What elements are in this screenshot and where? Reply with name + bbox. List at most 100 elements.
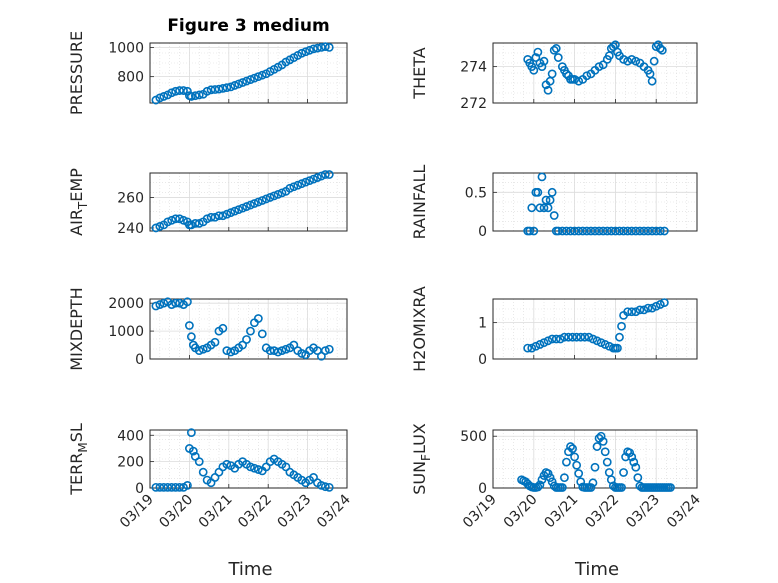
data-point xyxy=(557,483,567,492)
data-point xyxy=(551,334,561,344)
data-point xyxy=(210,212,220,222)
data-point xyxy=(547,69,557,79)
x-tick-label: 03/23 xyxy=(623,492,663,532)
data-point xyxy=(590,226,600,236)
data-point xyxy=(250,73,259,83)
data-point xyxy=(570,74,579,84)
data-point xyxy=(533,187,543,197)
data-point xyxy=(598,60,608,70)
data-point xyxy=(580,332,590,342)
data-point xyxy=(562,457,571,467)
data-point xyxy=(210,337,220,347)
data-point xyxy=(584,332,594,342)
data-point xyxy=(214,211,224,221)
data-point xyxy=(557,226,567,236)
y-tick-label: 2000 xyxy=(108,296,144,312)
data-point xyxy=(234,205,244,215)
data-point xyxy=(171,214,181,224)
data-point xyxy=(198,467,208,477)
data-point xyxy=(281,344,291,354)
y-tick-label: 500 xyxy=(460,429,487,445)
data-point xyxy=(186,220,196,230)
y-tick-label: 1000 xyxy=(108,40,144,56)
data-point xyxy=(539,338,549,348)
series-terr-msl xyxy=(151,428,334,492)
data-point xyxy=(309,44,318,54)
data-point xyxy=(238,340,247,350)
subplot-sun-flux: 0 500 03/19 03/20 03/21 03/22 03/23 03/24 SUNFLU… xyxy=(410,423,704,580)
y-tick-label: 0 xyxy=(135,481,144,497)
data-point xyxy=(202,86,212,96)
data-point xyxy=(313,43,322,53)
y-axis-label: SUNFLUX xyxy=(410,423,433,495)
data-point xyxy=(592,336,602,346)
data-point xyxy=(602,457,612,467)
data-point xyxy=(635,226,645,236)
y-axis-label: TERRMSL xyxy=(67,423,90,496)
y-tick-label: 0 xyxy=(135,352,144,368)
data-point xyxy=(657,45,667,55)
data-point xyxy=(305,45,314,55)
data-point xyxy=(222,83,232,93)
data-point xyxy=(619,226,628,236)
data-point xyxy=(238,78,247,87)
data-point xyxy=(560,473,569,483)
y-axis-label: MIXDEPTH xyxy=(67,287,86,370)
data-point xyxy=(265,346,275,356)
data-point xyxy=(218,211,228,221)
data-point xyxy=(543,336,553,346)
y-axis-label: AIRTEMP xyxy=(67,168,90,236)
x-tick-label: 03/22 xyxy=(582,492,622,532)
data-point xyxy=(313,173,322,182)
y-tick-label: 272 xyxy=(460,96,487,112)
y-tick-label: 240 xyxy=(117,221,144,237)
data-point xyxy=(635,305,645,315)
data-point xyxy=(643,303,653,313)
series-theta xyxy=(523,40,667,95)
x-tick-label: 03/22 xyxy=(235,492,275,532)
data-point xyxy=(198,344,208,354)
data-point xyxy=(647,226,657,236)
data-point xyxy=(186,92,196,101)
data-point xyxy=(320,482,330,492)
data-point xyxy=(222,459,232,469)
data-point xyxy=(257,329,267,339)
subplot-h2omixra: 0 1 H2OMIXRA xyxy=(410,286,698,372)
data-point xyxy=(576,477,586,487)
data-point xyxy=(210,85,220,94)
data-point xyxy=(529,65,539,75)
data-point xyxy=(655,300,665,309)
data-point xyxy=(562,226,571,236)
data-point xyxy=(253,465,263,474)
data-point xyxy=(190,91,200,101)
x-tick-label: 03/19 xyxy=(460,492,500,532)
data-point xyxy=(273,189,283,199)
data-point xyxy=(167,215,177,225)
data-point xyxy=(560,332,569,342)
data-point xyxy=(535,480,545,490)
y-tick-label: 400 xyxy=(117,428,144,444)
data-point xyxy=(549,45,559,55)
data-point xyxy=(151,301,161,311)
data-point xyxy=(261,194,271,204)
data-point xyxy=(226,347,236,357)
data-point xyxy=(639,305,649,315)
x-tick-label: 03/23 xyxy=(275,492,315,532)
data-point xyxy=(184,321,194,330)
y-tick-label: 0 xyxy=(478,224,487,240)
data-point xyxy=(535,340,545,349)
data-point xyxy=(159,298,169,308)
data-point xyxy=(301,47,311,57)
subplot-pressure: 800 1000 PRESSURE Figure 3 medium xyxy=(67,16,348,115)
data-point xyxy=(230,81,240,90)
data-point xyxy=(570,452,579,462)
data-point xyxy=(186,332,196,342)
data-point xyxy=(574,469,584,478)
data-point xyxy=(324,170,334,179)
data-point xyxy=(631,56,641,66)
data-point xyxy=(608,42,618,52)
data-point xyxy=(619,468,628,477)
data-point xyxy=(324,482,334,492)
x-tick-label: 03/20 xyxy=(156,492,196,532)
subplot-terr-msl: 0 200 400 03/19 03/20 03/21 03/22 03/23 03/24 TER… xyxy=(67,423,354,580)
